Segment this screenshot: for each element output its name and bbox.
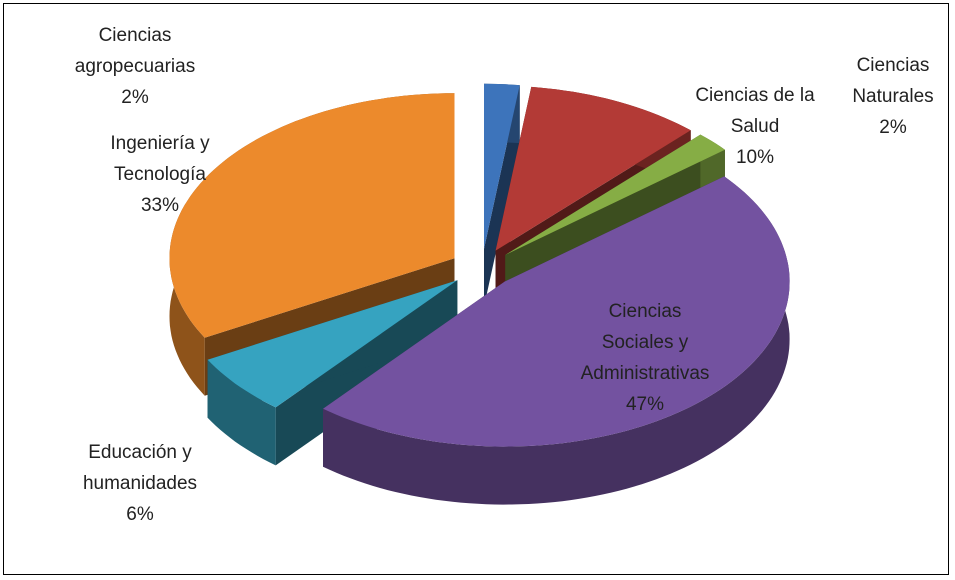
slice-top bbox=[505, 134, 725, 255]
slice-wall bbox=[207, 359, 276, 466]
label-percent: 10% bbox=[735, 147, 775, 168]
label-percent: 6% bbox=[126, 504, 154, 525]
slice-top bbox=[484, 83, 520, 249]
slice-wall bbox=[323, 176, 790, 505]
chart-border bbox=[3, 3, 949, 575]
label-name: Ciencias Naturales bbox=[852, 55, 934, 107]
label-name: Ciencias Sociales y Administrativas bbox=[580, 301, 710, 384]
data-label: Ingeniería y Tecnología 33% bbox=[90, 128, 230, 221]
slice-top bbox=[323, 176, 790, 447]
data-label: Ciencias Naturales 2% bbox=[843, 50, 943, 143]
slice-top bbox=[207, 280, 458, 408]
data-label: Ciencias agropecuarias 2% bbox=[55, 20, 215, 113]
slice-top bbox=[169, 93, 455, 338]
label-name: Educación y humanidades bbox=[82, 442, 198, 494]
label-percent: 47% bbox=[625, 394, 665, 415]
data-label: Educación y humanidades 6% bbox=[60, 437, 220, 530]
slice bbox=[207, 280, 458, 466]
data-label: Ciencias de la Salud 10% bbox=[680, 80, 830, 173]
label-name: Ciencias agropecuarias bbox=[74, 25, 196, 77]
data-label: Ciencias Sociales y Administrativas 47% bbox=[573, 296, 718, 420]
slice-top bbox=[495, 86, 691, 251]
label-percent: 33% bbox=[140, 195, 180, 216]
label-name: Ciencias de la Salud bbox=[695, 85, 815, 137]
slice bbox=[323, 176, 790, 505]
slice bbox=[484, 83, 520, 307]
label-percent: 2% bbox=[879, 117, 907, 138]
label-name: Ingeniería y Tecnología bbox=[110, 133, 210, 185]
label-percent: 2% bbox=[121, 87, 149, 108]
